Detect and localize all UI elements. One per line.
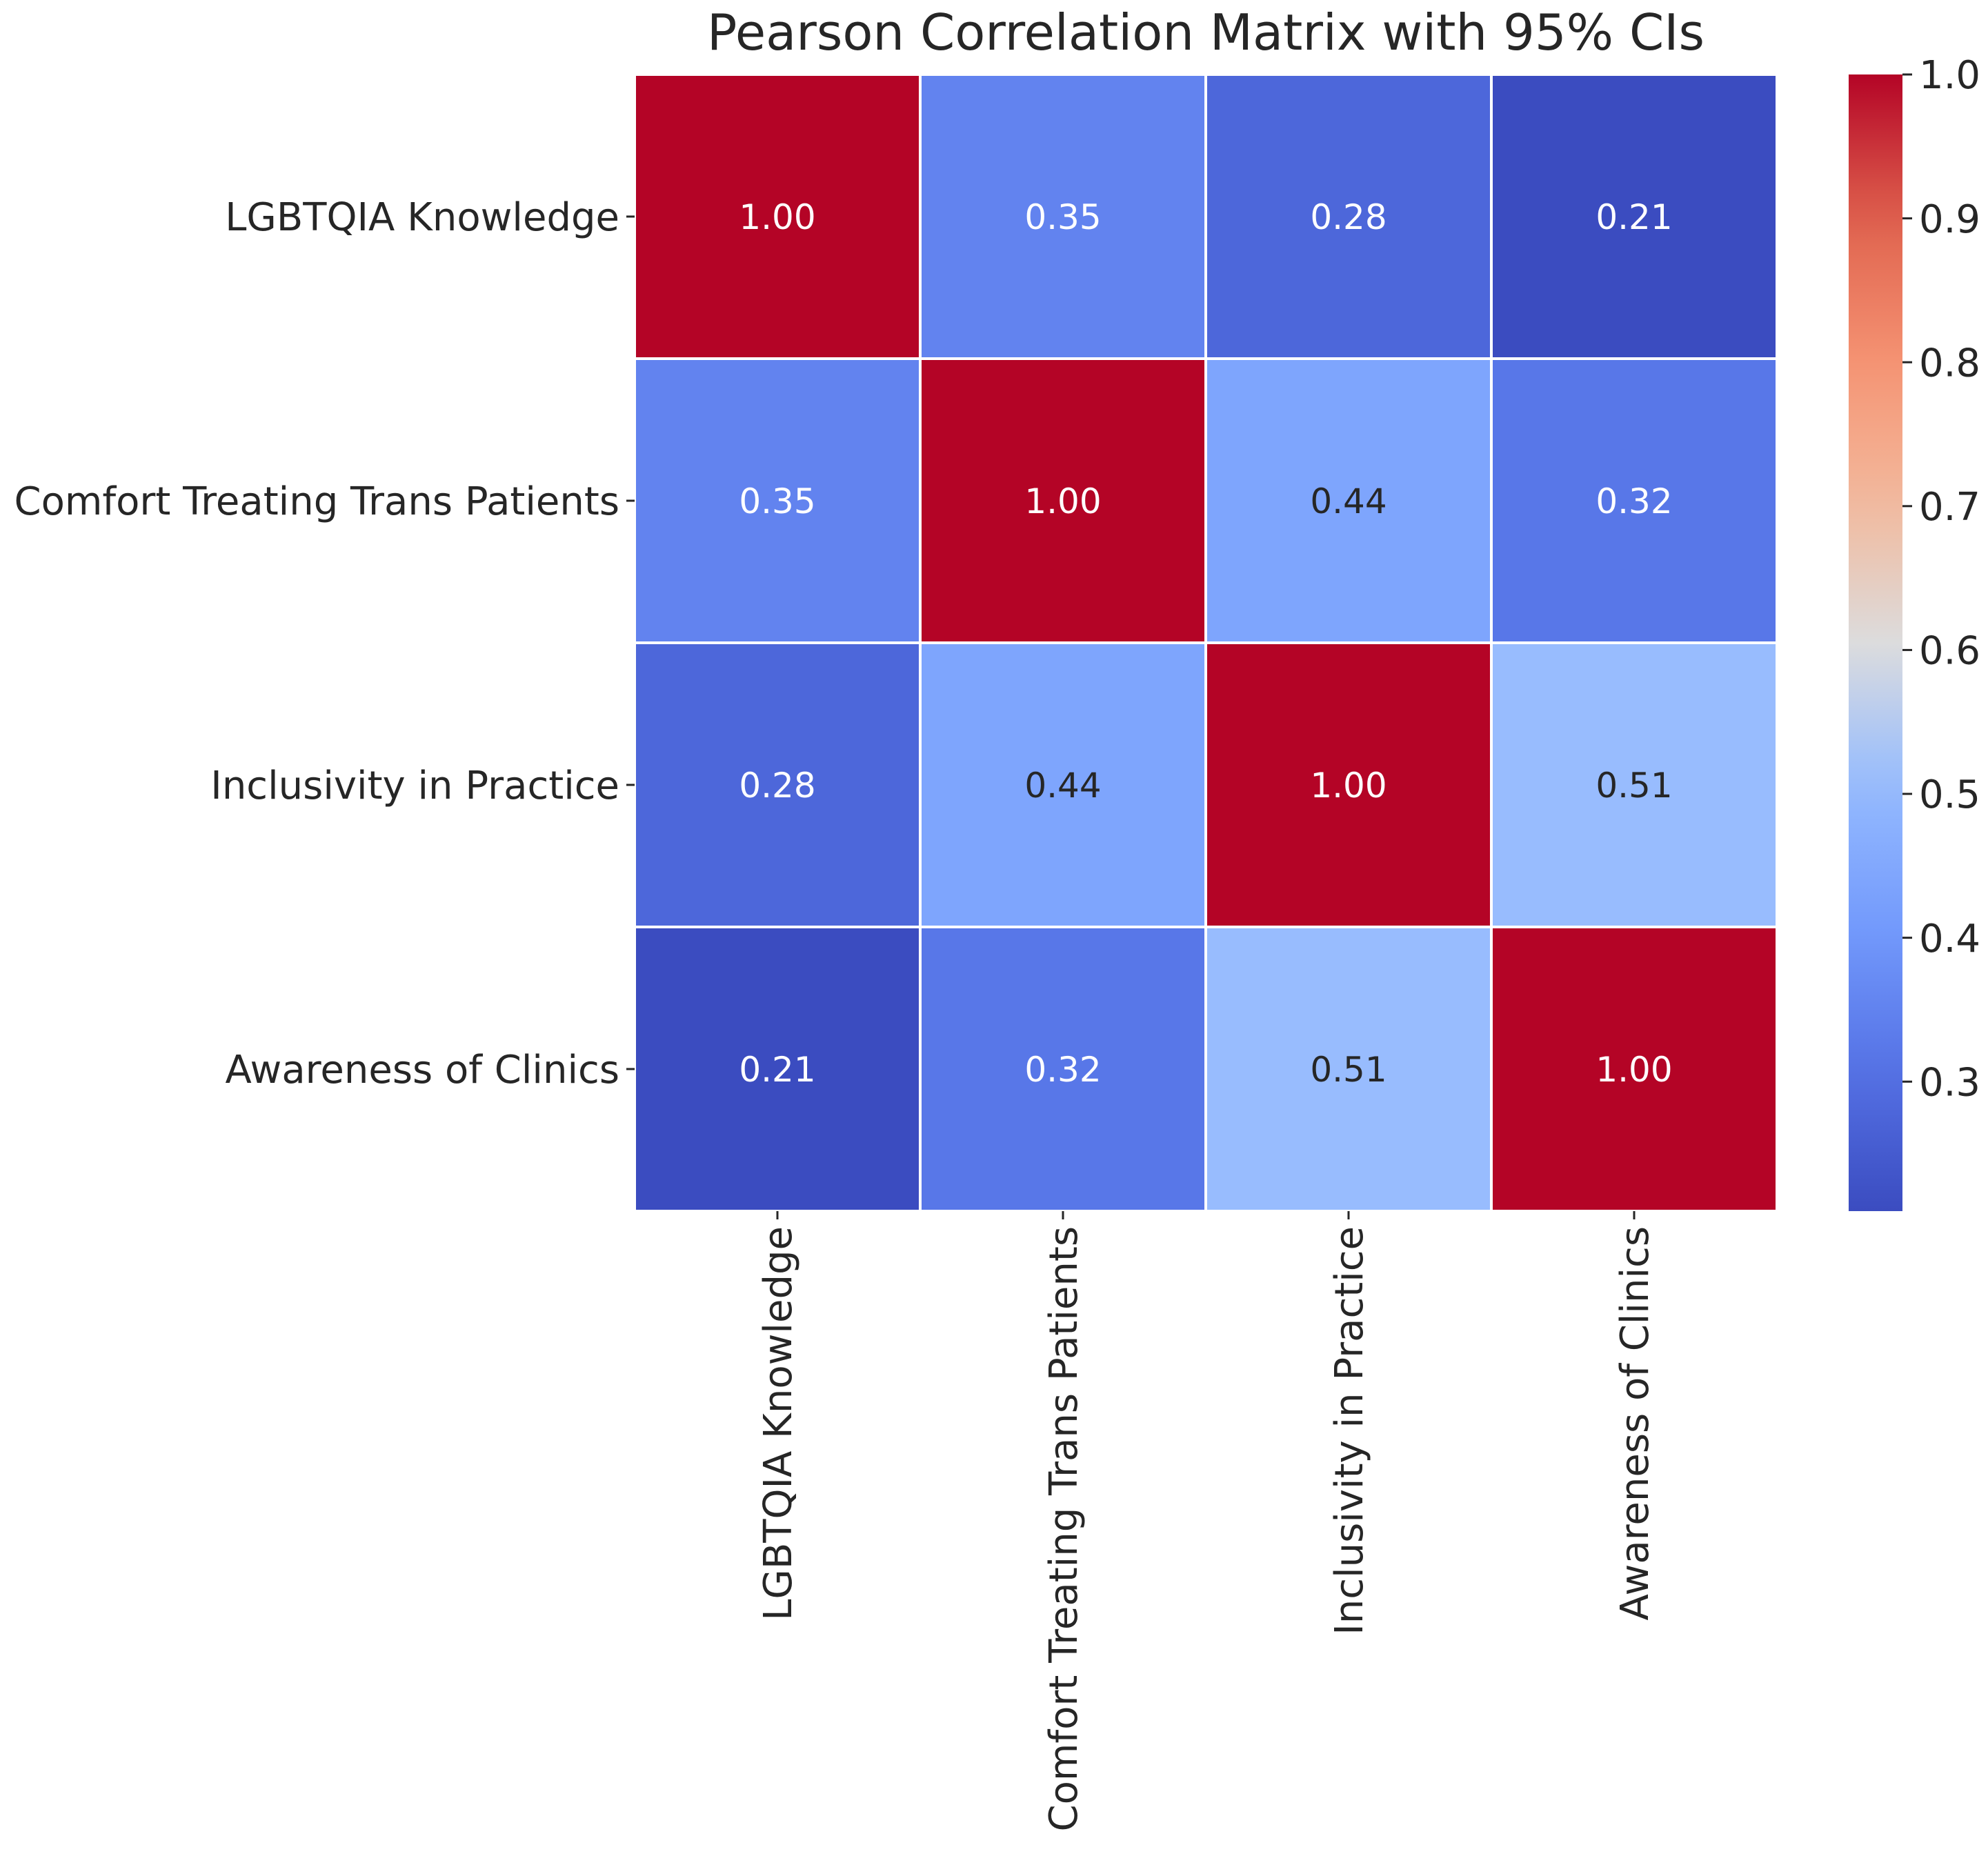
cell-value-label: 0.44 bbox=[1310, 481, 1386, 521]
cell-value-label: 0.21 bbox=[1596, 197, 1672, 237]
heatmap-cell-r0-c0 bbox=[633, 73, 922, 360]
colorbar-tick-label: 0.3 bbox=[1919, 1060, 1980, 1105]
colorbar-tick-label: 1.0 bbox=[1919, 53, 1980, 98]
heatmap-cell-r3-c2 bbox=[1204, 926, 1493, 1213]
cell-value-label: 0.35 bbox=[1024, 197, 1101, 237]
cell-value-label: 0.28 bbox=[1310, 197, 1386, 237]
heatmap-cell-r3-c1 bbox=[919, 926, 1207, 1213]
heatmap-cell-r0-c1 bbox=[919, 73, 1207, 360]
heatmap-cell-r3-c0 bbox=[633, 926, 922, 1213]
column-labels: LGBTQIA Knowledge Comfort Treating Trans … bbox=[756, 1211, 1658, 1832]
heatmap-cell-r0-c2 bbox=[1204, 73, 1493, 360]
row-label-awareness-of-clinics: Awareness of Clinics bbox=[225, 1048, 619, 1092]
column-label-comfort-treating-trans-patients: Comfort Treating Trans Patients bbox=[1042, 1226, 1086, 1832]
column-label-inclusivity-in-practice: Inclusivity in Practice bbox=[1327, 1226, 1372, 1635]
cell-value-label: 0.32 bbox=[1024, 1050, 1101, 1090]
row-label-comfort-treating-trans-patients: Comfort Treating Trans Patients bbox=[14, 479, 619, 524]
row-label-inclusivity-in-practice: Inclusivity in Practice bbox=[210, 764, 619, 808]
colorbar-tick-label: 0.9 bbox=[1919, 197, 1980, 242]
cell-value-label: 0.32 bbox=[1596, 481, 1672, 521]
heatmap-cell-r1-c0 bbox=[633, 357, 922, 644]
heatmap-cell-r0-c3 bbox=[1490, 73, 1778, 360]
colorbar-gradient bbox=[1849, 74, 1902, 1211]
colorbar: 0.3 0.4 0.5 0.6 0.7 0.8 0.9 1.0 bbox=[1849, 53, 1980, 1211]
cell-value-label: 0.51 bbox=[1596, 766, 1672, 806]
colorbar-tick-label: 0.6 bbox=[1919, 629, 1980, 674]
colorbar-tick-label: 0.4 bbox=[1919, 917, 1980, 961]
heatmap-cells: 1.00 0.35 0.28 0.21 0.35 1.00 0.44 0.32 0.28 0.44… bbox=[633, 73, 1778, 1213]
heatmap-cell-r2-c3 bbox=[1490, 641, 1778, 928]
colorbar-tick-label: 0.7 bbox=[1919, 485, 1980, 530]
chart-title: Pearson Correlation Matrix with 95% CIs bbox=[707, 3, 1704, 61]
heatmap-cell-r3-c3 bbox=[1490, 926, 1778, 1213]
row-labels: LGBTQIA Knowledge Comfort Treating Trans … bbox=[14, 195, 635, 1092]
cell-value-label: 1.00 bbox=[1596, 1050, 1672, 1090]
cell-value-label: 1.00 bbox=[739, 197, 815, 237]
cell-value-label: 0.44 bbox=[1024, 766, 1101, 806]
cell-value-label: 0.51 bbox=[1310, 1050, 1386, 1090]
cell-value-label: 0.21 bbox=[739, 1050, 815, 1090]
cell-value-label: 0.28 bbox=[739, 766, 815, 806]
colorbar-tick-label: 0.8 bbox=[1919, 341, 1980, 386]
heatmap-cell-r2-c1 bbox=[919, 641, 1207, 928]
heatmap-cell-r1-c3 bbox=[1490, 357, 1778, 644]
column-label-lgbtqia-knowledge: LGBTQIA Knowledge bbox=[756, 1226, 801, 1621]
cell-value-label: 0.35 bbox=[739, 481, 815, 521]
cell-value-label: 1.00 bbox=[1024, 481, 1101, 521]
row-label-lgbtqia-knowledge: LGBTQIA Knowledge bbox=[225, 195, 619, 240]
column-label-awareness-of-clinics: Awareness of Clinics bbox=[1613, 1226, 1658, 1621]
colorbar-tick-label: 0.5 bbox=[1919, 772, 1980, 817]
cell-value-label: 1.00 bbox=[1310, 766, 1386, 806]
heatmap-cell-r1-c1 bbox=[919, 357, 1207, 644]
